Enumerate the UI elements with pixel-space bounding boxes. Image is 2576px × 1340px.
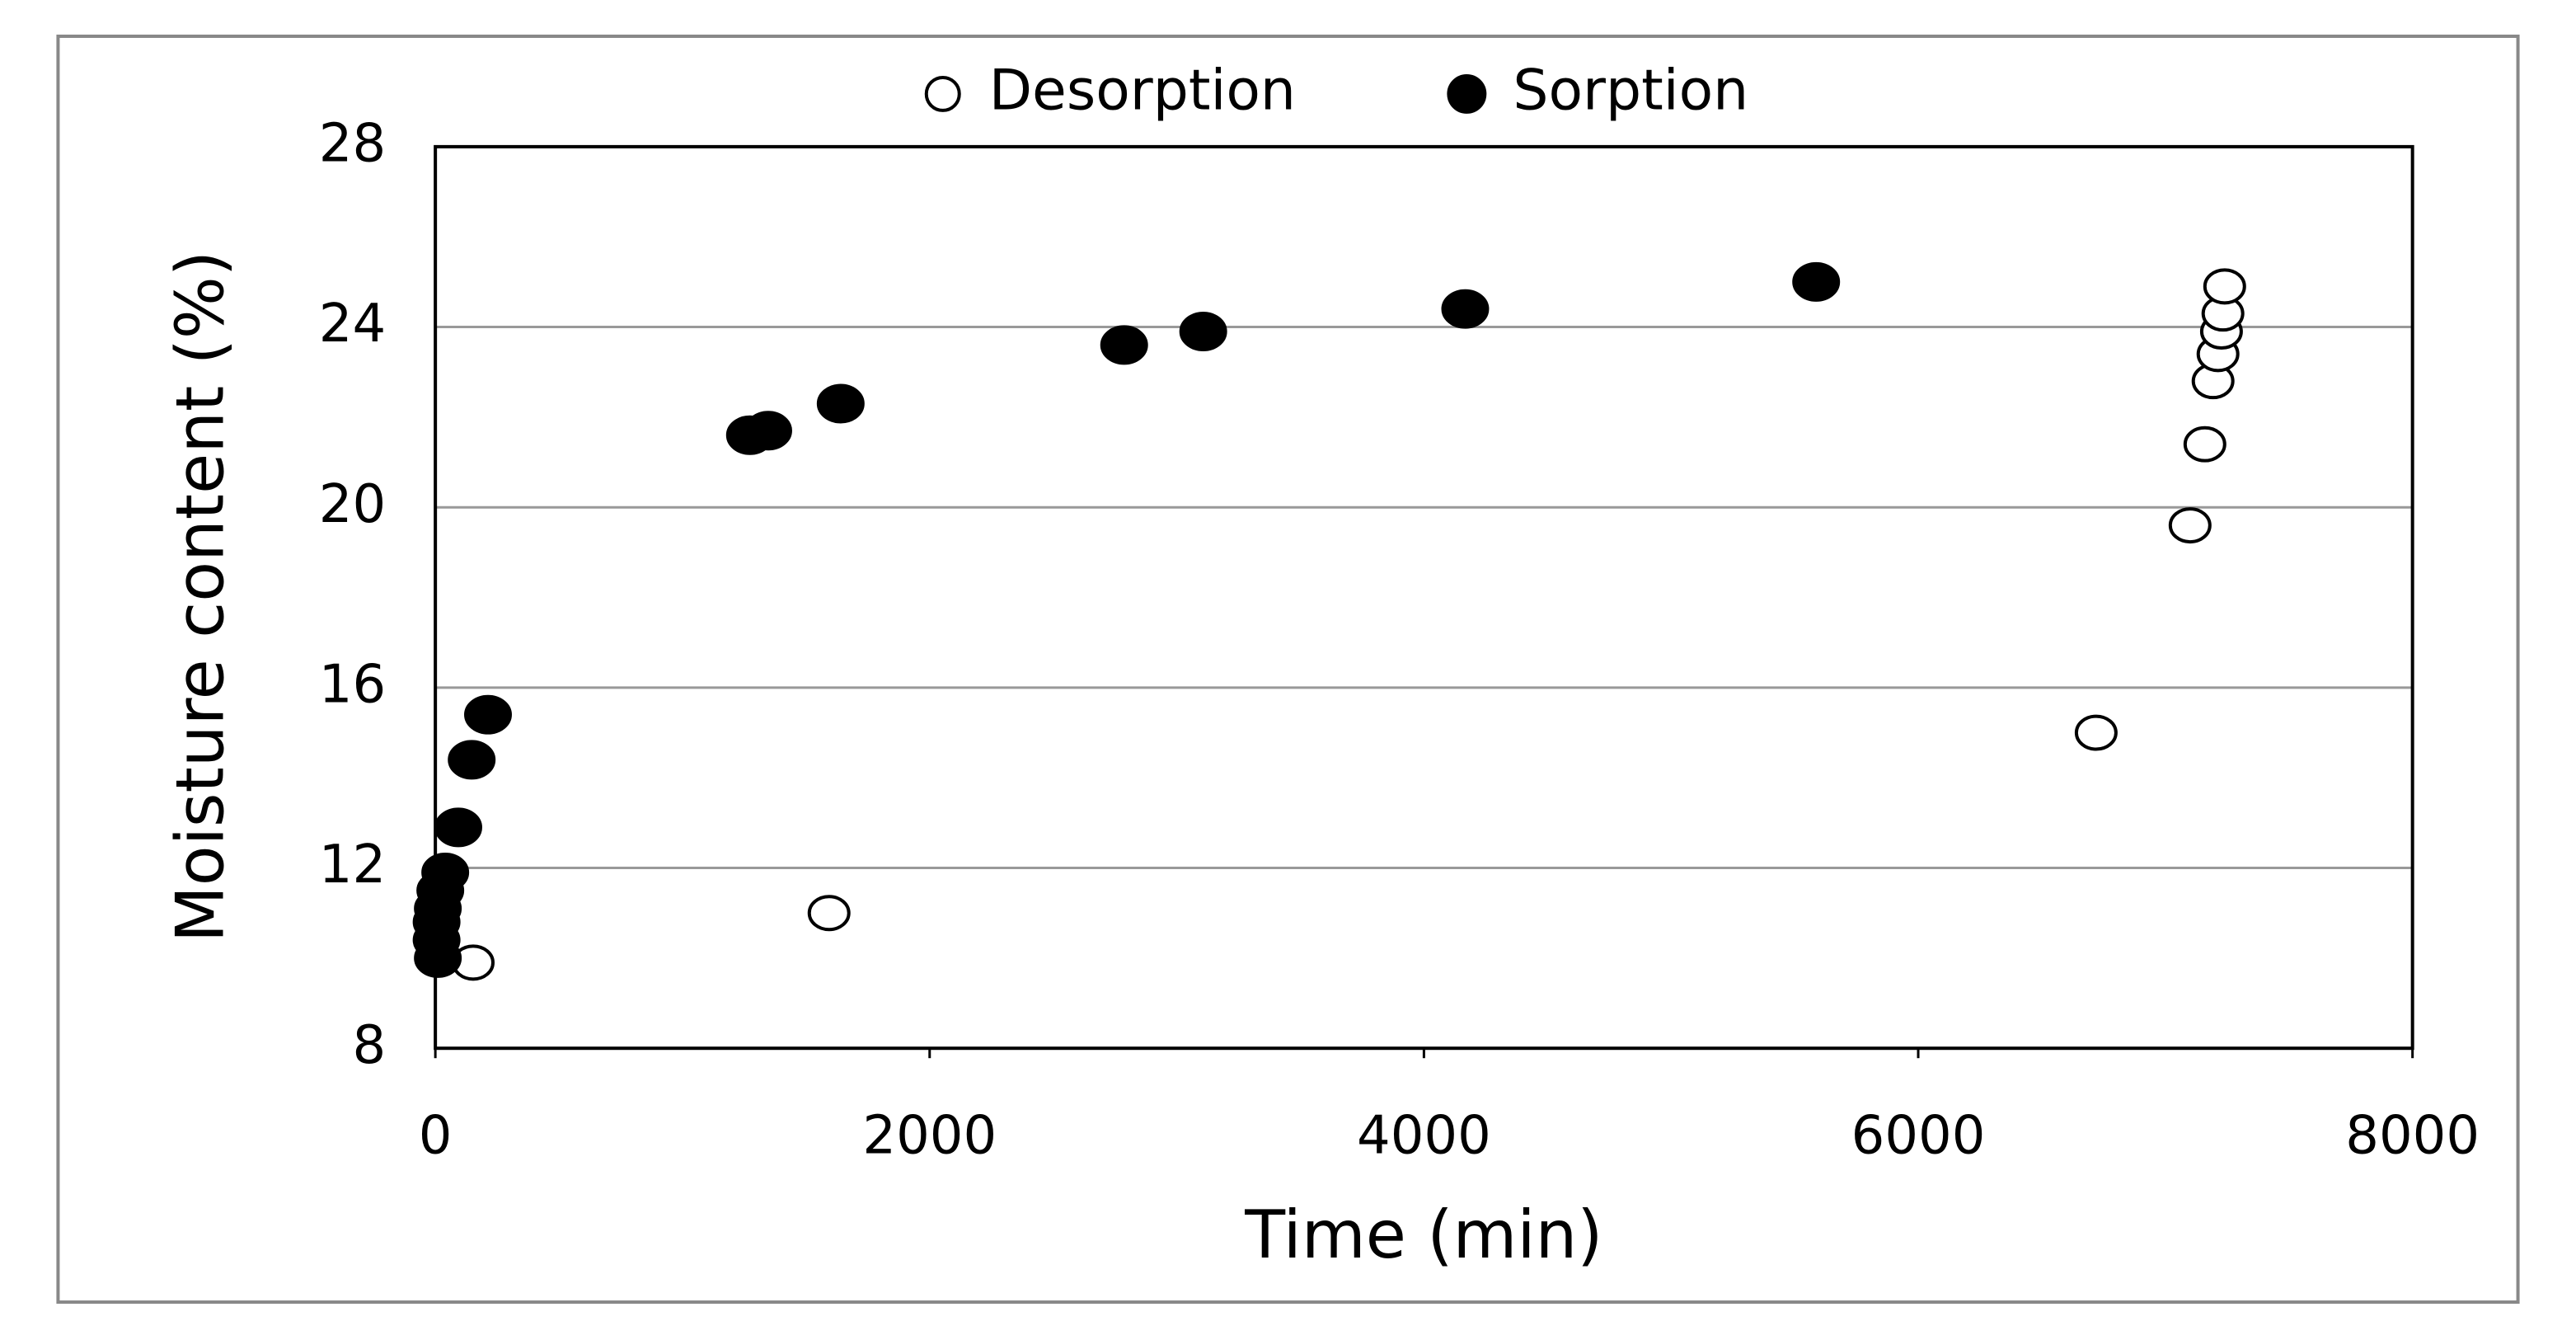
data-point bbox=[1792, 261, 1841, 302]
data-point bbox=[2203, 268, 2246, 305]
y-tick-label: 8 bbox=[352, 1015, 386, 1076]
data-point bbox=[2074, 714, 2118, 751]
y-tick-label: 24 bbox=[319, 294, 386, 355]
plot-background bbox=[435, 146, 2413, 1049]
data-point bbox=[1100, 325, 1148, 365]
y-tick-label: 20 bbox=[319, 474, 386, 535]
plot-border bbox=[434, 144, 2414, 1051]
data-point bbox=[464, 694, 512, 735]
y-tick-label: 12 bbox=[319, 835, 386, 896]
x-tick-label: 2000 bbox=[862, 1106, 997, 1167]
x-axis-label: Time (min) bbox=[1244, 1197, 1602, 1273]
x-tick-label: 4000 bbox=[1357, 1106, 1491, 1167]
x-tick-label: 6000 bbox=[1851, 1106, 1986, 1167]
legend-marker bbox=[924, 75, 961, 112]
x-tick-label: 0 bbox=[419, 1106, 453, 1167]
data-point bbox=[434, 807, 483, 848]
data-point bbox=[2168, 507, 2212, 544]
data-point bbox=[2183, 426, 2226, 463]
data-point bbox=[1179, 312, 1227, 352]
data-point bbox=[816, 383, 865, 424]
y-tick-label: 28 bbox=[319, 113, 386, 174]
legend-marker bbox=[1447, 73, 1487, 114]
legend-label: Sorption bbox=[1513, 58, 1748, 123]
legend-label: Desorption bbox=[989, 58, 1296, 123]
data-point bbox=[421, 853, 470, 893]
data-point bbox=[744, 411, 792, 451]
y-axis-label: Moisture content (%) bbox=[162, 251, 238, 943]
y-tick-label: 16 bbox=[319, 654, 386, 715]
x-tick-label: 8000 bbox=[2345, 1106, 2480, 1167]
data-point bbox=[807, 895, 851, 932]
data-point bbox=[448, 740, 496, 780]
data-point bbox=[1441, 289, 1490, 329]
